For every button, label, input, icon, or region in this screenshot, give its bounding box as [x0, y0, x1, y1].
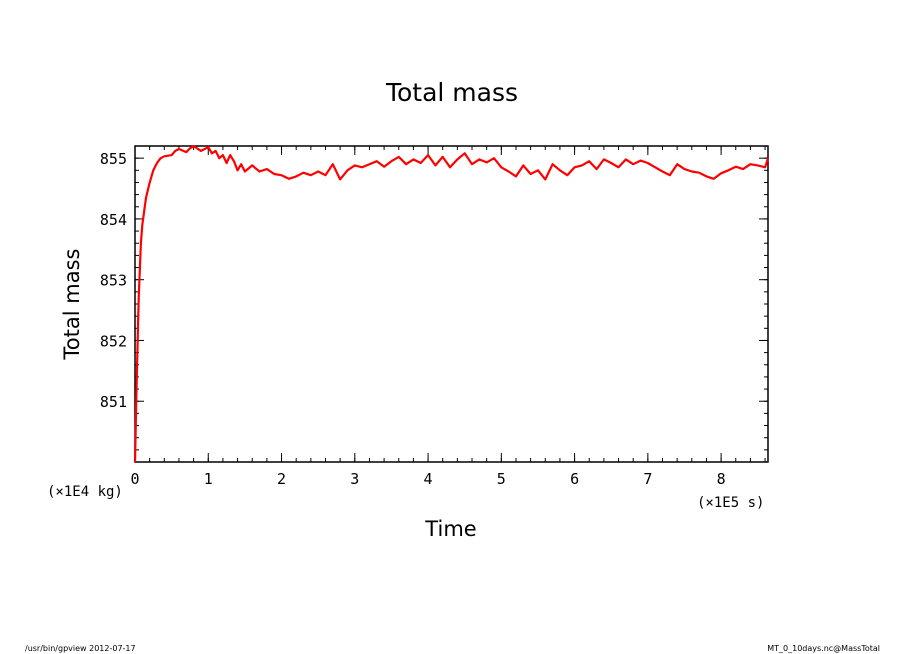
x-tick-label: 3	[350, 470, 359, 488]
y-tick-label: 852	[100, 332, 127, 350]
series-line	[133, 144, 770, 463]
y-unit-label: (×1E4 kg)	[47, 484, 123, 500]
x-tick-label: 2	[277, 470, 286, 488]
x-tick-label: 0	[130, 470, 139, 488]
y-tick-label: 854	[100, 211, 127, 229]
axis-ticks	[134, 145, 768, 463]
y-tick-label: 853	[100, 272, 127, 290]
y-tick-label: 855	[100, 150, 127, 168]
x-axis-label: Time	[424, 517, 476, 541]
footer-left-text: /usr/bin/gpview 2012-07-17	[25, 644, 136, 653]
footer-right-text: MT_0_10days.nc@MassTotal	[767, 644, 880, 653]
x-tick-label: 8	[717, 470, 726, 488]
x-tick-labels: 0 1 2 3 4 5 6 7 8	[130, 470, 725, 488]
x-tick-label: 6	[570, 470, 579, 488]
x-tick-label: 7	[643, 470, 652, 488]
plot-frame	[134, 145, 769, 463]
x-tick-label: 1	[204, 470, 213, 488]
y-axis-label: Total mass	[60, 249, 84, 361]
x-tick-label: 4	[424, 470, 433, 488]
y-tick-label: 851	[100, 393, 127, 411]
chart-title: Total mass	[385, 78, 518, 107]
y-tick-labels: 851 852 853 854 855	[100, 150, 127, 411]
x-unit-label: (×1E5 s)	[697, 495, 764, 511]
x-tick-label: 5	[497, 470, 506, 488]
